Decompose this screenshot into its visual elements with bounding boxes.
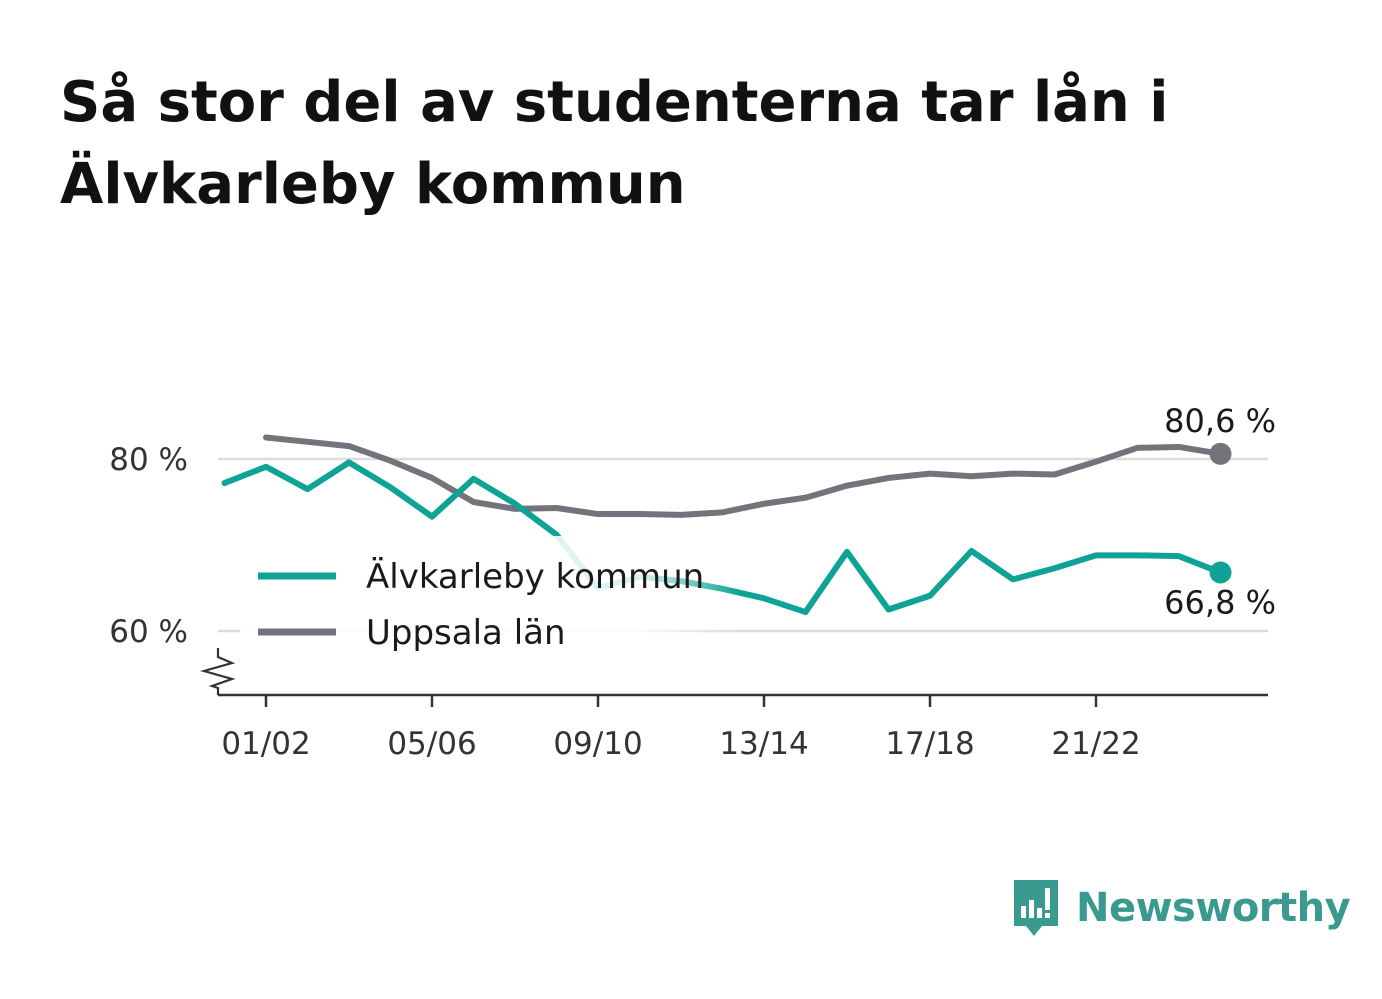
y-tick-label: 80 % [109, 442, 188, 478]
chart-title: Så stor del av studenterna tar lån i Älv… [60, 70, 1169, 217]
end-label-alvkarleby: 66,8 % [1164, 584, 1276, 622]
y-tick-label: 60 % [109, 614, 188, 650]
end-labels: 80,6 % 66,8 % [1164, 402, 1276, 622]
x-tick-label: 09/10 [553, 726, 642, 762]
bar-chart-bubble-icon [1014, 880, 1058, 936]
series-line-1 [263, 434, 1224, 518]
brand-name: Newsworthy [1076, 885, 1351, 931]
axes: 60 % 80 % 01/02 05/06 09/10 13/14 17/18 21/22 [109, 442, 1268, 762]
end-label-uppsala: 80,6 % [1164, 402, 1276, 440]
x-tick-label: 17/18 [885, 726, 974, 762]
y-axis-break [199, 648, 236, 695]
x-tick-label: 21/22 [1051, 726, 1140, 762]
x-tick-label: 01/02 [221, 726, 310, 762]
legend-label: Älvkarleby kommun [366, 557, 704, 597]
legend-label: Uppsala län [366, 613, 566, 653]
x-tick-label: 13/14 [719, 726, 808, 762]
legend: Älvkarleby kommun Uppsala län [240, 536, 740, 658]
brand-logo: Newsworthy [1010, 876, 1351, 940]
legend-background [240, 536, 740, 658]
series-end-point [1209, 561, 1232, 584]
series-end-point [1209, 442, 1232, 465]
x-tick-label: 05/06 [387, 726, 476, 762]
